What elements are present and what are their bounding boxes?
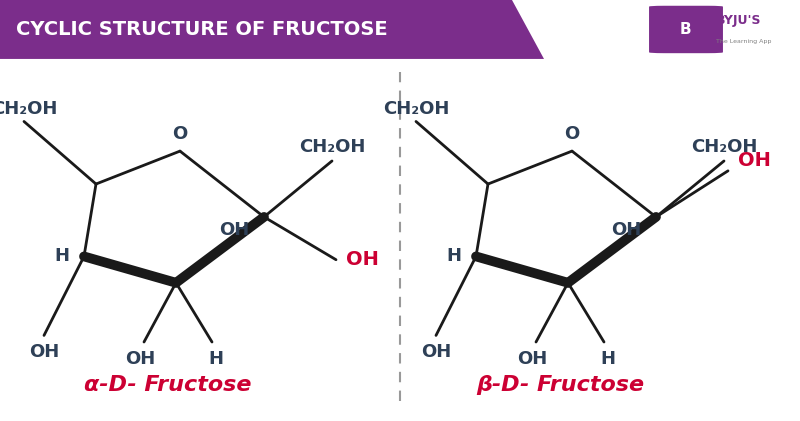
Text: CH₂OH: CH₂OH (299, 138, 365, 156)
Text: O: O (172, 125, 188, 143)
FancyBboxPatch shape (648, 5, 724, 54)
Text: H: H (446, 248, 462, 265)
Text: H: H (209, 350, 223, 368)
Text: BYJU'S: BYJU'S (716, 14, 762, 27)
Text: OH: OH (611, 221, 642, 239)
Text: H: H (601, 350, 615, 368)
Text: CH₂OH: CH₂OH (383, 100, 449, 118)
Text: OH: OH (738, 152, 770, 171)
Text: OH: OH (29, 343, 59, 361)
Text: OH: OH (219, 221, 250, 239)
Text: O: O (564, 125, 580, 143)
Text: β-D- Fructose: β-D- Fructose (476, 375, 644, 395)
Text: The Learning App: The Learning App (716, 39, 771, 44)
Text: CH₂OH: CH₂OH (691, 138, 757, 156)
Text: OH: OH (421, 343, 451, 361)
Text: H: H (54, 248, 70, 265)
Text: CH₂OH: CH₂OH (0, 100, 57, 118)
Text: OH: OH (346, 250, 378, 269)
Text: OH: OH (517, 350, 547, 368)
Text: CYCLIC STRUCTURE OF FRUCTOSE: CYCLIC STRUCTURE OF FRUCTOSE (16, 20, 388, 39)
Text: α-D- Fructose: α-D- Fructose (84, 375, 252, 395)
Text: OH: OH (125, 350, 155, 368)
Polygon shape (0, 0, 544, 59)
Text: B: B (680, 22, 691, 37)
